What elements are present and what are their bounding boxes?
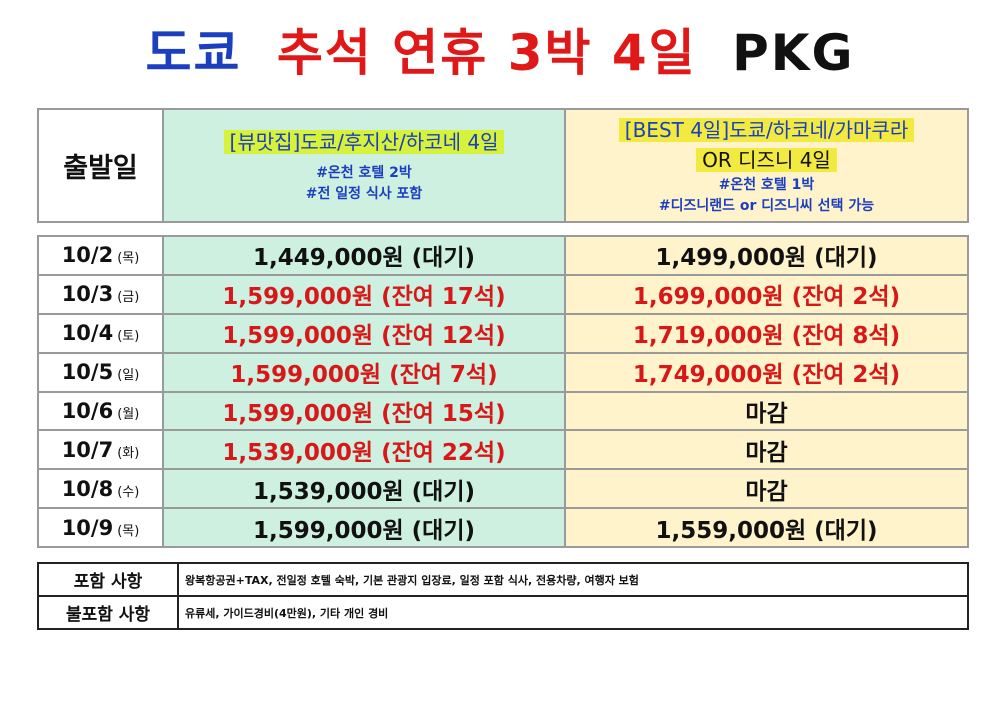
title-pkg: PKG — [732, 24, 855, 82]
excluded-row: 불포함 사항 유류세, 가이드경비(4만원), 기타 개인 경비 — [37, 595, 969, 630]
package-b-price: 1,699,000원 (잔여 2석) — [564, 273, 969, 315]
package-a-price: 1,599,000원 (잔여 17석) — [162, 273, 566, 315]
price-table: 10/2 (목) 1,449,000원 (대기) 1,499,000원 (대기) 10/… — [37, 235, 969, 548]
package-a-price: 1,599,000원 (잔여 12석) — [162, 312, 566, 354]
package-header-table: 출발일 [뷰맛집]도쿄/후지산/하코네 4일 #온천 호텔 2박 #전 일정 식… — [37, 108, 969, 223]
departure-date: 10/7 — [61, 437, 114, 462]
included-row: 포함 사항 왕복항공권+TAX, 전일정 호텔 숙박, 기본 관광지 입장료, … — [37, 562, 969, 597]
departure-date-cell: 10/5 (일) — [37, 351, 164, 393]
package-b-price: 1,559,000원 (대기) — [564, 507, 969, 548]
departure-date-cell: 10/7 (화) — [37, 429, 164, 471]
package-a-price: 1,599,000원 (대기) — [162, 507, 566, 548]
included-label: 포함 사항 — [37, 562, 179, 597]
package-b-header: [BEST 4일]도쿄/하코네/가마쿠라 OR 디즈니 4일 #온천 호텔 1박… — [564, 108, 969, 223]
package-b-price: 1,499,000원 (대기) — [564, 235, 969, 276]
table-row: 10/5 (일) 1,599,000원 (잔여 7석) 1,749,000원 (잔여 … — [37, 351, 969, 393]
package-a-price: 1,539,000원 (잔여 22석) — [162, 429, 566, 471]
included-text: 왕복항공권+TAX, 전일정 호텔 숙박, 기본 관광지 입장료, 일정 포함 … — [177, 562, 969, 597]
departure-weekday: (금) — [117, 290, 140, 306]
departure-weekday: (토) — [117, 329, 140, 345]
table-row: 10/6 (월) 1,599,000원 (잔여 15석) 마감 — [37, 390, 969, 432]
package-b-note: #온천 호텔 1박 — [718, 176, 815, 193]
departure-date: 10/5 — [61, 360, 114, 385]
package-b-price: 1,749,000원 (잔여 2석) — [564, 351, 969, 393]
departure-date: 10/6 — [61, 398, 114, 423]
package-a-name: [뷰맛집]도쿄/후지산/하코네 4일 — [164, 127, 564, 157]
excluded-label: 불포함 사항 — [37, 595, 179, 630]
package-b-price: 마감 — [564, 429, 969, 471]
departure-weekday: (일) — [117, 368, 140, 384]
departure-date: 10/2 — [61, 243, 114, 268]
table-row: 10/7 (화) 1,539,000원 (잔여 22석) 마감 — [37, 429, 969, 471]
package-a-note: #전 일정 식사 포함 — [305, 185, 423, 202]
info-table: 포함 사항 왕복항공권+TAX, 전일정 호텔 숙박, 기본 관광지 입장료, … — [37, 562, 969, 630]
departure-weekday: (수) — [117, 484, 140, 500]
departure-date-cell: 10/4 (토) — [37, 312, 164, 354]
title-city: 도쿄 — [145, 24, 242, 82]
departure-date-cell: 10/8 (수) — [37, 468, 164, 510]
package-b-price: 마감 — [564, 468, 969, 510]
package-b-price: 1,719,000원 (잔여 8석) — [564, 312, 969, 354]
departure-weekday: (화) — [117, 445, 140, 461]
departure-date: 10/3 — [61, 282, 114, 307]
page-title: 도쿄 추석 연휴 3박 4일 PKG — [0, 18, 1000, 88]
excluded-text: 유류세, 가이드경비(4만원), 기타 개인 경비 — [177, 595, 969, 630]
package-a-price: 1,539,000원 (대기) — [162, 468, 566, 510]
title-event: 추석 연휴 3박 4일 — [276, 24, 697, 82]
departure-weekday: (목) — [117, 523, 140, 539]
table-row: 10/2 (목) 1,449,000원 (대기) 1,499,000원 (대기) — [37, 235, 969, 276]
package-a-header: [뷰맛집]도쿄/후지산/하코네 4일 #온천 호텔 2박 #전 일정 식사 포함 — [162, 108, 566, 223]
table-row: 10/4 (토) 1,599,000원 (잔여 12석) 1,719,000원 (잔여… — [37, 312, 969, 354]
departure-date-cell: 10/2 (목) — [37, 235, 164, 276]
package-b-name-2: OR 디즈니 4일 — [566, 145, 967, 175]
departure-date: 10/9 — [61, 515, 114, 540]
package-b-price: 마감 — [564, 390, 969, 432]
table-row: 10/3 (금) 1,599,000원 (잔여 17석) 1,699,000원 (잔여… — [37, 273, 969, 315]
departure-weekday: (목) — [117, 251, 140, 267]
departure-date-cell: 10/9 (목) — [37, 507, 164, 548]
package-b-note: #디즈니랜드 or 디즈니씨 선택 가능 — [658, 197, 875, 214]
table-row: 10/8 (수) 1,539,000원 (대기) 마감 — [37, 468, 969, 510]
table-row: 10/9 (목) 1,599,000원 (대기) 1,559,000원 (대기) — [37, 507, 969, 548]
package-a-price: 1,599,000원 (잔여 7석) — [162, 351, 566, 393]
package-a-price: 1,599,000원 (잔여 15석) — [162, 390, 566, 432]
departure-date-cell: 10/6 (월) — [37, 390, 164, 432]
departure-weekday: (월) — [117, 406, 140, 422]
package-a-price: 1,449,000원 (대기) — [162, 235, 566, 276]
departure-date: 10/4 — [61, 321, 114, 346]
departure-date: 10/8 — [61, 476, 114, 501]
departure-date-cell: 10/3 (금) — [37, 273, 164, 315]
package-a-note: #온천 호텔 2박 — [316, 164, 412, 181]
departure-header: 출발일 — [37, 108, 164, 223]
package-b-name: [BEST 4일]도쿄/하코네/가마쿠라 — [566, 115, 967, 145]
